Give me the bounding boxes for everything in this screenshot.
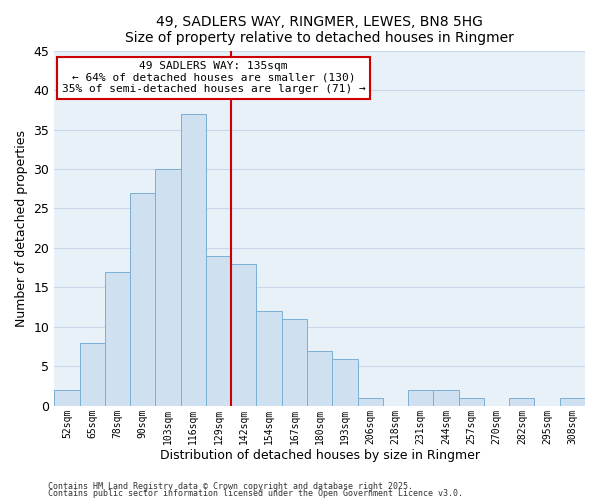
Bar [358,398,383,406]
Bar [80,342,105,406]
Bar [307,350,332,406]
Bar [282,319,307,406]
Bar [155,169,181,406]
Bar [256,311,282,406]
Text: Contains HM Land Registry data © Crown copyright and database right 2025.: Contains HM Land Registry data © Crown c… [48,482,413,491]
Text: Contains public sector information licensed under the Open Government Licence v3: Contains public sector information licen… [48,490,463,498]
Bar [130,192,155,406]
Title: 49, SADLERS WAY, RINGMER, LEWES, BN8 5HG
Size of property relative to detached h: 49, SADLERS WAY, RINGMER, LEWES, BN8 5HG… [125,15,514,45]
Bar [231,264,256,406]
Bar [206,256,231,406]
Bar [560,398,585,406]
Bar [54,390,80,406]
Bar [433,390,458,406]
Bar [458,398,484,406]
Y-axis label: Number of detached properties: Number of detached properties [15,130,28,326]
Text: 49 SADLERS WAY: 135sqm
← 64% of detached houses are smaller (130)
35% of semi-de: 49 SADLERS WAY: 135sqm ← 64% of detached… [62,61,365,94]
Bar [105,272,130,406]
Bar [408,390,433,406]
Bar [509,398,535,406]
X-axis label: Distribution of detached houses by size in Ringmer: Distribution of detached houses by size … [160,450,479,462]
Bar [332,358,358,406]
Bar [181,114,206,406]
